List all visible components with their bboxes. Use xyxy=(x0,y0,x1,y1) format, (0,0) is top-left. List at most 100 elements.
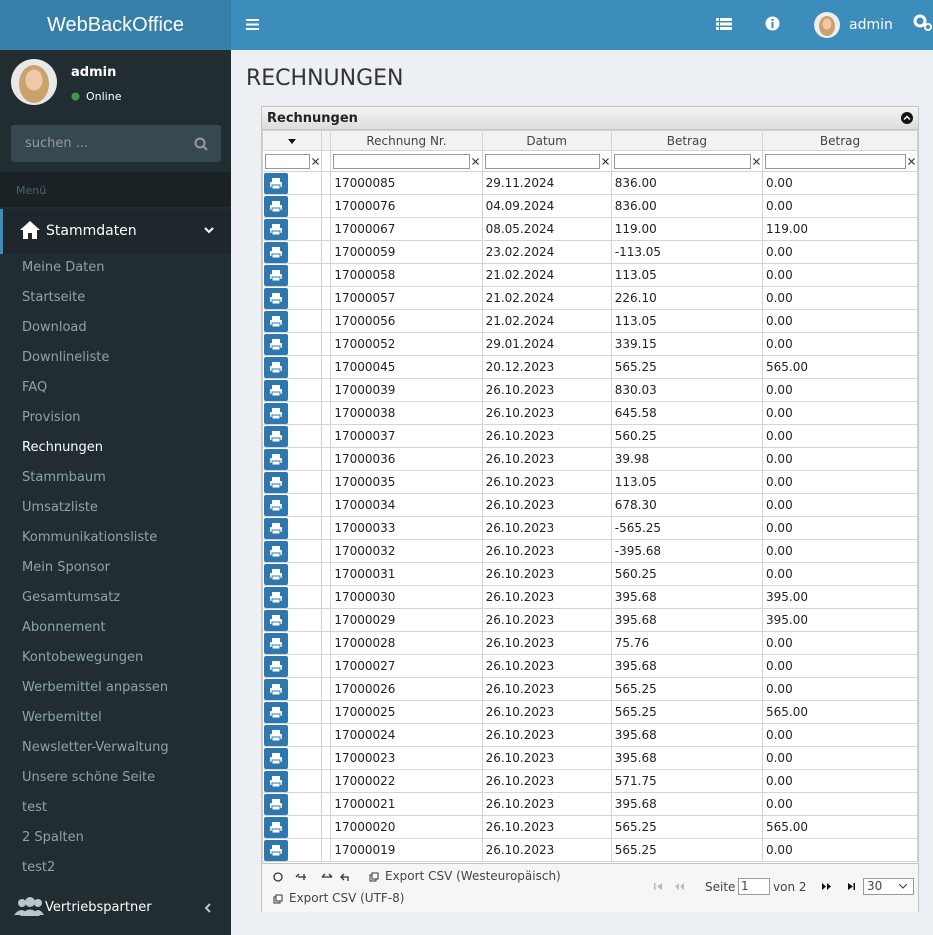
print-button[interactable] xyxy=(264,586,288,608)
sort-header[interactable] xyxy=(262,130,322,151)
menu-item[interactable]: FAQ xyxy=(22,380,48,395)
print-button[interactable] xyxy=(264,816,288,838)
filter-input[interactable] xyxy=(764,153,906,169)
export-utf8[interactable]: Export CSV (UTF-8) xyxy=(289,891,405,905)
print-button[interactable] xyxy=(264,678,288,700)
print-button[interactable] xyxy=(264,241,288,263)
menu-item[interactable]: 2 Spalten xyxy=(22,830,84,845)
print-button[interactable] xyxy=(264,264,288,286)
filter-input[interactable] xyxy=(333,153,471,169)
print-button[interactable] xyxy=(264,839,288,861)
menu-item[interactable]: Mein Sponsor xyxy=(22,560,110,575)
menu-item[interactable]: Startseite xyxy=(22,290,86,305)
section-header[interactable]: Stammdaten xyxy=(0,209,231,254)
print-button[interactable] xyxy=(264,655,288,677)
print-button[interactable] xyxy=(264,310,288,332)
clear-filter[interactable] xyxy=(752,157,760,165)
info-icon[interactable] xyxy=(765,16,780,31)
print-button[interactable] xyxy=(264,609,288,631)
print-button[interactable] xyxy=(264,701,288,723)
filter-input[interactable] xyxy=(265,153,310,169)
menu-item[interactable]: test xyxy=(22,800,47,815)
print-button[interactable] xyxy=(264,448,288,470)
print-button[interactable] xyxy=(264,333,288,355)
print-button[interactable] xyxy=(264,793,288,815)
table-cell: 26.10.2023 xyxy=(481,815,612,839)
clear-filter[interactable] xyxy=(312,157,319,165)
menu-item[interactable]: Provision xyxy=(22,410,81,425)
bottom-section[interactable]: Vertriebspartner xyxy=(0,880,231,935)
pager-next-last[interactable] xyxy=(822,882,862,892)
column-header[interactable]: Datum xyxy=(481,130,612,151)
menu-item[interactable]: Download xyxy=(22,320,87,335)
menu-item[interactable]: Unsere schöne Seite xyxy=(22,770,156,785)
brand[interactable]: WebBackOffice xyxy=(0,0,231,50)
user-avatar[interactable] xyxy=(814,12,840,38)
table-cell: 113.05 xyxy=(610,309,763,333)
print-button[interactable] xyxy=(264,287,288,309)
print-button[interactable] xyxy=(264,724,288,746)
print-button[interactable] xyxy=(264,356,288,378)
print-button[interactable] xyxy=(264,195,288,217)
print-button[interactable] xyxy=(264,540,288,562)
print-button[interactable] xyxy=(264,218,288,240)
menu-item[interactable]: Werbemittel anpassen xyxy=(22,680,169,695)
empty-cell xyxy=(320,171,332,195)
table-cell: 17000024 xyxy=(330,723,483,747)
table-row: 17000038 26.10.2023 645.58 0.00 xyxy=(262,401,919,425)
print-button[interactable] xyxy=(264,471,288,493)
search-box[interactable]: suchen ... xyxy=(11,125,221,162)
sidebar: admin Online suchen ... Menü Stammdaten … xyxy=(0,50,231,935)
print-button[interactable] xyxy=(264,747,288,769)
menu-item[interactable]: Kommunikationsliste xyxy=(22,530,158,545)
clear-filter[interactable] xyxy=(908,157,915,165)
menu-toggle[interactable] xyxy=(246,18,260,31)
menu-item[interactable]: Downlineliste xyxy=(22,350,110,365)
table-cell: 17000037 xyxy=(330,424,483,448)
list-icon[interactable] xyxy=(716,17,732,31)
menu-item[interactable]: Umsatzliste xyxy=(22,500,98,515)
menu-item[interactable]: Rechnungen xyxy=(22,440,104,455)
print-button[interactable] xyxy=(264,494,288,516)
filter-input[interactable] xyxy=(484,153,600,169)
print-button[interactable] xyxy=(264,402,288,424)
table-cell: 565.00 xyxy=(761,815,919,839)
bottom-section-title[interactable]: Vertriebspartner xyxy=(45,900,152,915)
print-button[interactable] xyxy=(264,770,288,792)
menu-item[interactable]: Stammbaum xyxy=(22,470,106,485)
menu-item[interactable]: Werbemittel xyxy=(22,710,102,725)
menu-item[interactable]: Gesamtumsatz xyxy=(22,590,121,605)
export-west[interactable]: Export CSV (Westeuropäisch) xyxy=(385,869,561,883)
user-name[interactable]: admin xyxy=(849,17,893,33)
menu-item[interactable]: Newsletter-Verwaltung xyxy=(22,740,169,755)
collapse-button[interactable] xyxy=(901,112,913,124)
print-button[interactable] xyxy=(264,632,288,654)
print-button[interactable] xyxy=(264,563,288,585)
section-title[interactable]: Stammdaten xyxy=(46,223,137,239)
menu-item[interactable]: Meine Daten xyxy=(22,260,105,275)
page-input[interactable]: 1 xyxy=(738,878,770,895)
pager-tools[interactable] xyxy=(270,870,370,884)
filter-input[interactable] xyxy=(613,153,751,169)
column-header[interactable]: Rechnung Nr. xyxy=(330,130,483,151)
per-page-select[interactable]: 30 xyxy=(863,878,914,895)
pager-first-prev[interactable] xyxy=(654,882,694,892)
menu-item[interactable]: test2 xyxy=(22,860,56,875)
print-button[interactable] xyxy=(264,425,288,447)
print-button[interactable] xyxy=(264,379,288,401)
table-row: 17000027 26.10.2023 395.68 0.00 xyxy=(262,654,919,678)
print-button[interactable] xyxy=(264,517,288,539)
menu-item[interactable]: Abonnement xyxy=(22,620,106,635)
table-row: 17000035 26.10.2023 113.05 0.00 xyxy=(262,470,919,494)
clear-filter[interactable] xyxy=(601,157,609,165)
settings-icon[interactable] xyxy=(913,13,933,33)
menu-item[interactable]: Kontobewegungen xyxy=(22,650,144,665)
print-button[interactable] xyxy=(264,172,288,194)
search-icon[interactable] xyxy=(194,137,208,151)
search-placeholder[interactable]: suchen ... xyxy=(25,136,89,151)
table-cell: 17000022 xyxy=(330,769,483,793)
clear-filter[interactable] xyxy=(472,157,480,165)
empty-cell xyxy=(320,286,332,310)
column-header[interactable]: Betrag xyxy=(761,130,919,151)
column-header[interactable]: Betrag xyxy=(610,130,763,151)
